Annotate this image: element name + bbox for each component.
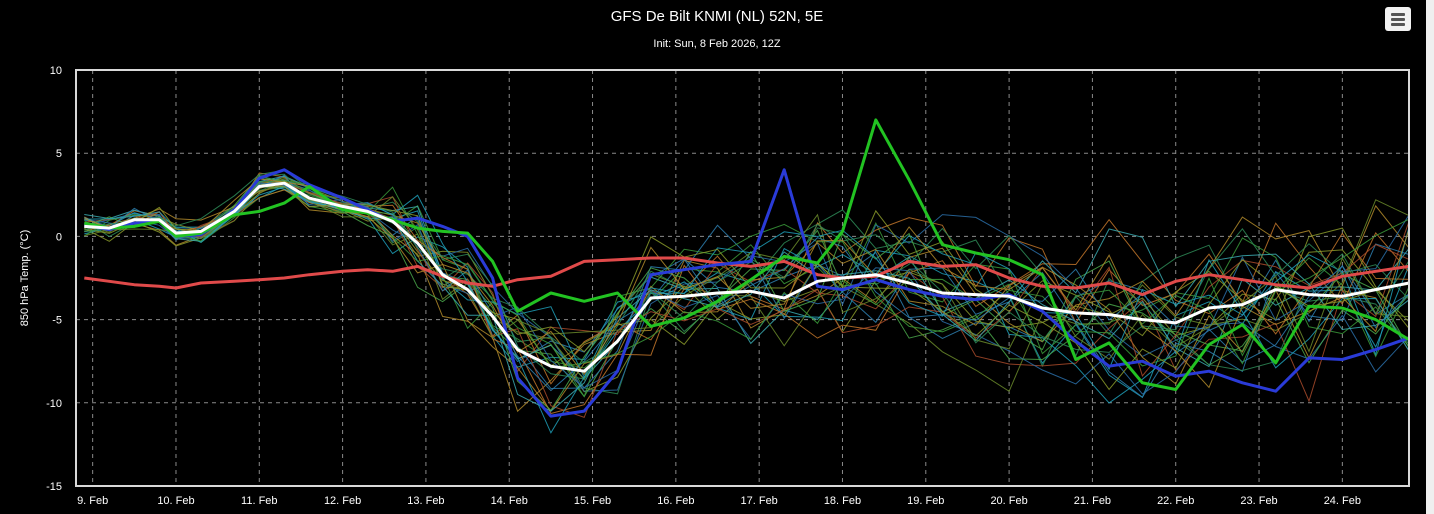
y-tick-label: 0 [56, 231, 62, 243]
series-line-climate-mean [84, 256, 1410, 297]
ensemble-member-line [84, 181, 1410, 363]
x-tick-label: 11. Feb [241, 495, 278, 507]
y-tick-label: 10 [50, 65, 62, 77]
y-tick-label: -10 [46, 398, 62, 410]
ensemble-member-line [84, 180, 1410, 395]
x-tick-label: 17. Feb [741, 495, 778, 507]
plot-border [75, 69, 1410, 487]
ensemble-member-line [84, 178, 1410, 389]
x-tick-label: 15. Feb [574, 495, 611, 507]
hamburger-icon [1391, 23, 1405, 26]
chart-menu-button[interactable] [1385, 7, 1411, 31]
x-tick-label: 22. Feb [1157, 495, 1194, 507]
x-tick-label: 10. Feb [157, 495, 194, 507]
x-tick-label: 21. Feb [1074, 495, 1111, 507]
y-axis-label: 850 hPa Temp. (°C) [19, 230, 31, 327]
y-tick-label: 5 [56, 148, 62, 160]
ensemble-member-line [84, 175, 1410, 411]
hamburger-icon [1391, 13, 1405, 16]
x-tick-label: 9. Feb [77, 495, 108, 507]
ensemble-member-line [84, 184, 1410, 412]
x-tick-label: 19. Feb [907, 495, 944, 507]
ensemble-member-line [84, 180, 1410, 369]
x-tick-label: 16. Feb [657, 495, 694, 507]
main-series [84, 118, 1410, 418]
x-tick-label: 14. Feb [491, 495, 528, 507]
series-line-operational-run [84, 118, 1410, 391]
x-tick-label: 20. Feb [990, 495, 1027, 507]
x-tick-label: 23. Feb [1240, 495, 1277, 507]
x-axis-ticks: 9. Feb 10. Feb 11. Feb 12. Feb 13. Feb 14. Fe… [77, 495, 1361, 507]
series-line-ensemble-mean [84, 181, 1410, 373]
page-scrollbar[interactable] [1426, 0, 1434, 514]
x-tick-label: 18. Feb [824, 495, 861, 507]
ensemble-lines [84, 169, 1410, 434]
y-tick-label: -15 [46, 481, 62, 493]
chart-subtitle: Init: Sun, 8 Feb 2026, 12Z [653, 38, 781, 50]
ensemble-member-line [84, 180, 1410, 412]
x-tick-label: 12. Feb [324, 495, 361, 507]
x-tick-label: 24. Feb [1324, 495, 1361, 507]
chart-title: GFS De Bilt KNMI (NL) 52N, 5E [610, 8, 824, 25]
y-tick-label: -5 [52, 315, 62, 327]
ensemble-member-line [84, 184, 1410, 413]
ensemble-member-line [84, 189, 1410, 415]
hamburger-icon [1391, 18, 1405, 21]
series-line-control-run [84, 168, 1410, 418]
ensemble-member-line [84, 186, 1410, 434]
x-tick-label: 13. Feb [407, 495, 444, 507]
y-axis-ticks: 10 5 0 -5 -10 -15 [46, 65, 62, 493]
